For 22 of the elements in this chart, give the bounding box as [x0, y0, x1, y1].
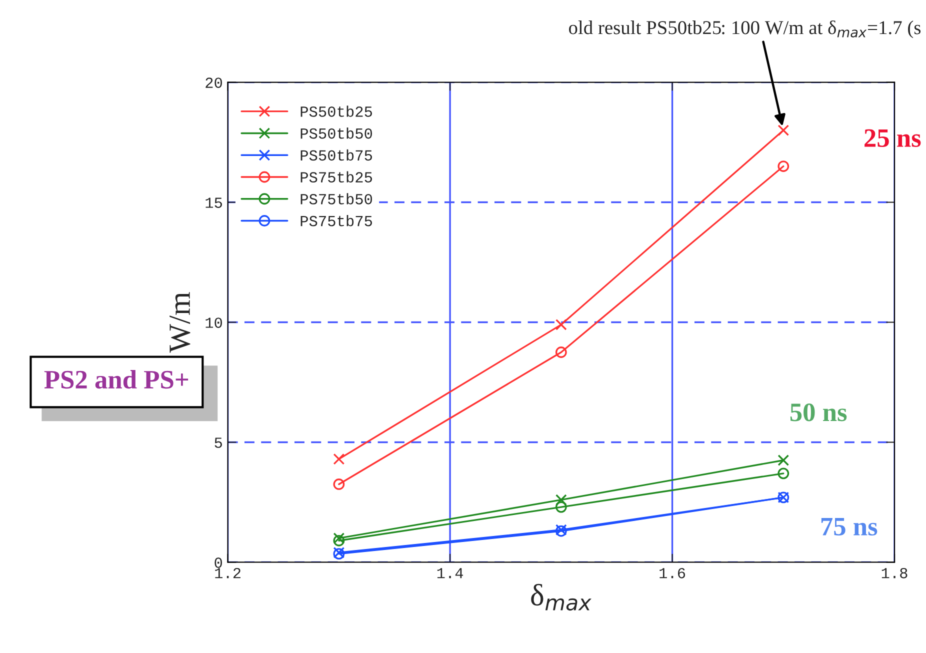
y-tick-label: 0	[214, 558, 222, 568]
annotation: 75 ns	[821, 518, 878, 536]
legend-label: PS50tb50	[300, 128, 372, 139]
y-tick-label: 5	[214, 438, 222, 448]
y-tick-label: 20	[206, 78, 222, 88]
legend-label: PS50tb25	[300, 106, 372, 117]
y-tick-label: 15	[206, 198, 222, 208]
annotation: old result PS50tb25: 100 W/m at δ$_{max}$=1.7 (s	[569, 20, 921, 38]
annotation: 50 ns	[790, 403, 847, 422]
x-tick-label: 1.4	[437, 568, 464, 578]
legend-label: PS50tb75	[300, 149, 372, 161]
x-axis-title: δ$_{max}$	[531, 584, 592, 611]
text: PS2 and PS+	[44, 370, 188, 389]
x-tick-label: 1.6	[660, 568, 686, 578]
legend-label: PS75tb75	[300, 215, 372, 226]
x-tick-label: 1.8	[882, 568, 908, 578]
legend-label: PS75tb25	[300, 171, 372, 182]
annotation: 25 ns	[864, 129, 921, 147]
x-tick-label: 1.2	[215, 568, 240, 578]
y-tick-label: 10	[206, 318, 222, 328]
y-axis-title: W/m	[170, 292, 190, 353]
legend-label: PS75tb50	[300, 193, 372, 204]
